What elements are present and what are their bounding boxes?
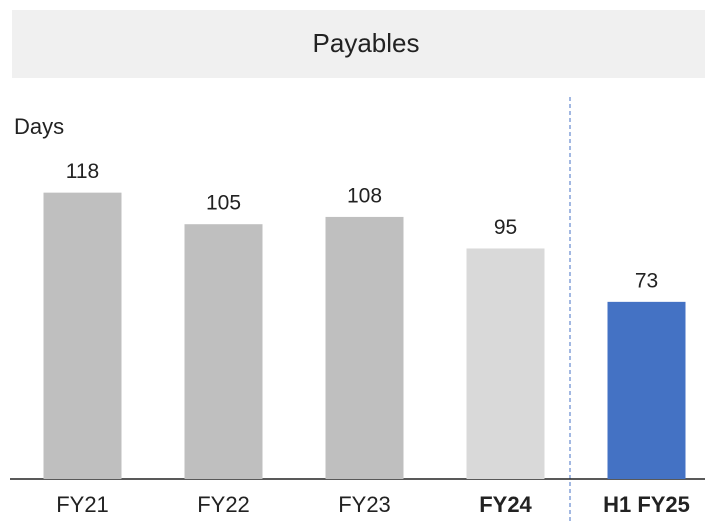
value-label: 118: [66, 160, 99, 183]
chart-title: Payables: [313, 28, 420, 58]
bar: [43, 192, 122, 480]
x-tick-label: FY23: [338, 492, 391, 517]
bar: [607, 301, 686, 479]
x-tick-label: H1 FY25: [603, 492, 690, 517]
y-axis-label: Days: [14, 114, 64, 139]
value-label: 108: [347, 184, 382, 207]
x-tick-label: FY24: [479, 492, 532, 517]
bar: [466, 248, 545, 479]
bar: [184, 224, 263, 479]
bar: [325, 216, 404, 480]
value-label: 105: [206, 192, 241, 215]
title-band: [12, 10, 705, 78]
value-label: 73: [635, 269, 658, 292]
value-label: 95: [494, 216, 517, 239]
x-tick-label: FY22: [197, 492, 250, 517]
x-tick-label: FY21: [56, 492, 109, 517]
